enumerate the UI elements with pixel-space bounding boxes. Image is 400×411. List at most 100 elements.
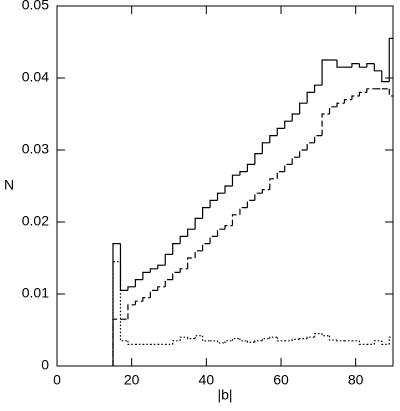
y-tick-label: 0.04 (22, 69, 49, 85)
histogram-step (321, 113, 330, 136)
histogram-step (343, 99, 352, 104)
histogram-step (209, 199, 218, 208)
histogram-step (202, 207, 211, 219)
histogram-step (358, 91, 367, 96)
histogram-step (291, 113, 300, 122)
histogram-step (328, 106, 337, 114)
histogram-step (351, 95, 360, 100)
histogram-step (142, 271, 151, 280)
histogram-step (127, 286, 136, 291)
x-tick-label: 60 (273, 372, 289, 388)
histogram-step (239, 207, 248, 215)
histogram-step (172, 271, 181, 280)
histogram-step (216, 340, 225, 344)
histogram-step (149, 268, 158, 273)
histogram-step (373, 340, 382, 345)
histogram-step (366, 88, 375, 93)
histogram-step (246, 199, 255, 208)
histogram-step (328, 335, 337, 341)
histogram-step (202, 335, 211, 342)
histogram-step (187, 228, 196, 237)
histogram-step (388, 336, 393, 345)
histogram-step (112, 261, 121, 366)
histogram-step (321, 333, 330, 337)
histogram-step (239, 171, 248, 176)
histogram-step (179, 268, 188, 273)
histogram-step (119, 261, 128, 342)
histogram-step (194, 250, 203, 258)
histogram-step (164, 253, 173, 266)
y-tick-label: 0.03 (22, 141, 49, 157)
histogram-step (187, 337, 196, 340)
x-tick-label: 40 (199, 372, 215, 388)
histogram-step (306, 91, 315, 104)
histogram-step (224, 185, 233, 194)
histogram-step (127, 340, 136, 345)
histogram-step (373, 63, 382, 72)
histogram-step (336, 102, 345, 107)
histogram-step (284, 163, 293, 172)
x-tick-label: 20 (124, 372, 140, 388)
histogram-step (231, 214, 240, 226)
histogram-step (314, 84, 323, 93)
histogram-step (366, 63, 375, 68)
histogram-step (381, 340, 390, 345)
histogram-step (246, 340, 255, 343)
histogram-step (231, 338, 240, 341)
histogram-step (358, 340, 367, 345)
histogram-step (299, 102, 308, 114)
y-tick-label: 0.05 (22, 0, 49, 13)
histogram-step (388, 88, 393, 97)
histogram-step (254, 192, 263, 201)
histogram-step (216, 228, 225, 237)
histogram-step (269, 336, 278, 339)
histogram-step (381, 70, 390, 83)
histogram-step (239, 338, 248, 342)
histogram-step (261, 189, 270, 194)
histogram-step (172, 243, 181, 255)
histogram-step (269, 178, 278, 190)
histogram-step (291, 156, 300, 165)
histogram-step (336, 60, 345, 68)
histogram-step (336, 340, 345, 342)
histogram-step (254, 153, 263, 165)
histogram-step (306, 142, 315, 150)
histogram-step (358, 63, 367, 68)
plot-frame (56, 5, 394, 367)
histogram-step (157, 264, 166, 269)
histogram-step (149, 289, 158, 298)
histogram-step (254, 340, 263, 343)
x-tick-label: 0 (53, 372, 61, 388)
histogram-step (224, 340, 233, 343)
histogram-step (321, 59, 330, 86)
histogram-step (179, 336, 188, 341)
histogram-step (261, 338, 270, 341)
histogram-step (187, 257, 196, 269)
histogram-step (314, 333, 323, 338)
histogram-step (179, 235, 188, 244)
histogram-step (276, 127, 285, 136)
histogram-step (314, 135, 323, 143)
histogram-step (134, 300, 143, 305)
histogram-step (194, 217, 203, 230)
histogram-step (388, 37, 393, 82)
histogram-step (261, 142, 270, 154)
histogram-step (246, 163, 255, 172)
histogram-step (351, 63, 360, 68)
histogram-step (284, 120, 293, 129)
histogram-step (157, 286, 166, 291)
histogram-step (269, 135, 278, 143)
x-axis-label: |b| (217, 387, 232, 403)
histogram-step (134, 279, 143, 287)
histogram-step (112, 318, 121, 366)
histogram-step (202, 243, 211, 251)
y-tick-label: 0.01 (22, 285, 49, 301)
y-axis-label: N (4, 177, 14, 193)
histogram-step (299, 338, 308, 340)
histogram-step (216, 192, 225, 201)
y-tick-label: 0.02 (22, 213, 49, 229)
y-tick-label: 0 (41, 357, 49, 373)
histogram-step (299, 149, 308, 158)
histogram-step (291, 338, 300, 341)
